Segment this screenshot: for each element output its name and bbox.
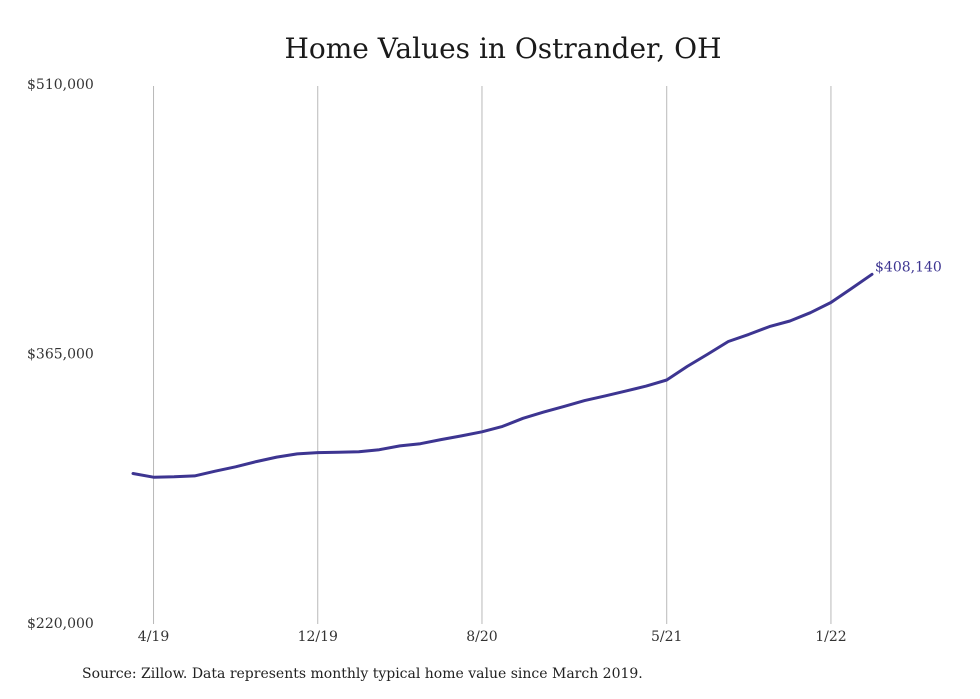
last-value-label: $408,140 [875, 259, 942, 275]
data-point [604, 395, 607, 398]
data-point [378, 448, 381, 451]
data-point [132, 472, 135, 475]
y-tick-label: $510,000 [27, 77, 94, 93]
data-points [132, 273, 874, 479]
x-tick-label: 1/22 [815, 629, 846, 645]
data-point [255, 460, 258, 463]
data-point [871, 273, 874, 276]
data-point [624, 390, 627, 393]
data-point [357, 450, 360, 453]
chart-title: Home Values in Ostrander, OH [284, 32, 721, 65]
home-value-line [131, 272, 874, 479]
data-point [809, 311, 812, 314]
y-tick-label: $365,000 [27, 347, 94, 363]
x-tick-label: 5/21 [651, 629, 682, 645]
x-axis-tick-labels: 4/19 12/19 8/20 5/21 1/22 [138, 629, 847, 645]
data-point [460, 435, 463, 438]
data-point [768, 325, 771, 328]
data-point [830, 301, 833, 304]
data-point [193, 474, 196, 477]
data-point [316, 451, 319, 454]
data-point [296, 453, 299, 456]
data-point [214, 470, 217, 473]
x-tick-label: 4/19 [138, 629, 169, 645]
data-point [747, 333, 750, 336]
data-point [563, 405, 566, 408]
data-point [173, 475, 176, 478]
data-point [542, 411, 545, 414]
data-point [152, 476, 155, 479]
data-point [398, 445, 401, 448]
data-point [727, 340, 730, 343]
source-note: Source: Zillow. Data represents monthly … [82, 666, 643, 682]
data-point [788, 320, 791, 323]
data-point [419, 442, 422, 445]
vertical-gridlines [153, 86, 832, 624]
data-point [850, 287, 853, 290]
y-tick-label: $220,000 [27, 616, 94, 632]
data-point [501, 425, 504, 428]
data-point [686, 365, 689, 368]
data-point [234, 465, 237, 468]
data-point [275, 456, 278, 459]
x-tick-label: 8/20 [466, 629, 497, 645]
x-tick-label: 12/19 [298, 629, 338, 645]
data-point [337, 451, 340, 454]
data-point [440, 438, 443, 441]
data-point [522, 417, 525, 420]
data-point [706, 353, 709, 356]
data-point [481, 430, 484, 433]
data-point [583, 399, 586, 402]
data-point [665, 379, 668, 382]
y-axis-tick-labels: $510,000 $365,000 $220,000 [27, 77, 94, 632]
data-point [645, 385, 648, 388]
